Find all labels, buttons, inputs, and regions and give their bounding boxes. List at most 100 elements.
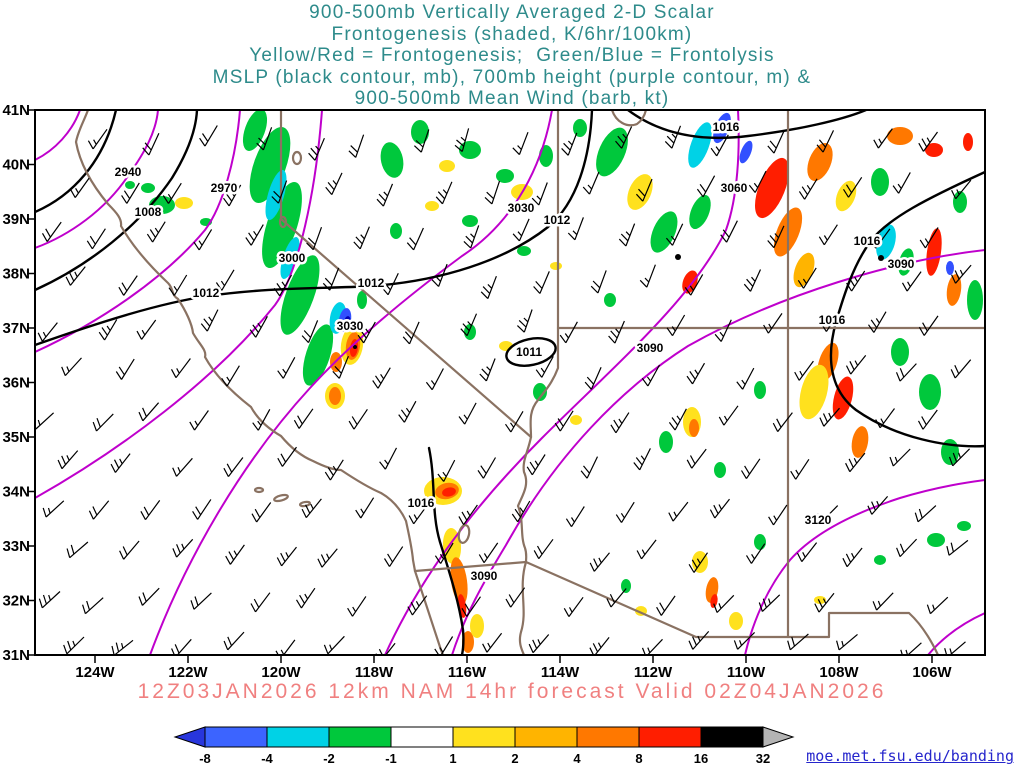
contour-label: 1012 [544, 213, 571, 227]
wind-barb [868, 311, 887, 333]
wind-barb [434, 542, 454, 564]
lat-label: 31N [2, 647, 30, 664]
wind-barb [86, 228, 106, 250]
colorbar-tick-label: -8 [199, 751, 211, 766]
wind-barb [332, 355, 349, 379]
wind-barb [193, 229, 213, 251]
wind-barb [567, 217, 584, 241]
wind-barb [221, 365, 240, 387]
contour-label: 3000 [279, 251, 306, 265]
wind-barb [398, 400, 417, 423]
wind-barb [615, 126, 633, 149]
wind-barb [276, 546, 297, 567]
wind-barb [951, 264, 972, 284]
lon-label: 120W [261, 664, 301, 681]
wind-barb [641, 364, 661, 387]
colorbar-tick-label: 16 [694, 751, 708, 766]
wind-barb [580, 456, 599, 479]
title-line-3: Yellow/Red = Frontogenesis; Green/Blue =… [249, 45, 775, 66]
colorbar-tick-label: -2 [323, 751, 335, 766]
wind-barb [535, 356, 554, 378]
wind-barb [37, 322, 58, 342]
wind-barb [511, 500, 531, 523]
wind-barb [413, 129, 430, 153]
wind-barb [317, 548, 338, 568]
wind-barb [189, 410, 209, 431]
lon-label: 124W [75, 664, 115, 681]
lon-label: 106W [912, 664, 952, 681]
wind-barb [814, 592, 835, 613]
contour-label: 1016 [854, 234, 881, 248]
wind-barb [656, 595, 676, 616]
wind-barb [170, 358, 191, 379]
wind-barb [463, 225, 480, 249]
lat-label: 34N [2, 484, 30, 501]
wind-barb [324, 459, 344, 481]
wind-barb [873, 128, 893, 149]
lon-label: 108W [819, 664, 859, 681]
wind-barb [688, 631, 710, 650]
wind-barb [505, 587, 526, 608]
wind-barb [714, 319, 732, 342]
wind-barb [836, 633, 858, 651]
wind-barb [772, 412, 793, 432]
wind-barb [584, 367, 602, 390]
colorbar-tick-label: -4 [261, 751, 273, 766]
wind-barb [787, 633, 809, 651]
wind-barbs-layer [35, 125, 972, 655]
wind-barb [225, 544, 245, 565]
wind-barb [458, 402, 477, 425]
contour-label: 3090 [471, 569, 498, 583]
wind-barb [454, 128, 470, 152]
wind-barb [199, 125, 218, 147]
wind-barb [348, 408, 368, 430]
wind-barb [818, 224, 838, 246]
wind-barb [696, 175, 716, 198]
wind-barb [554, 410, 574, 432]
banding-link[interactable]: moe.met.fsu.edu/banding [806, 747, 1014, 765]
wind-barb [917, 409, 938, 430]
wind-barb [867, 496, 889, 515]
wind-barb [65, 266, 86, 286]
lat-label: 33N [2, 538, 30, 555]
contour-label: 1011 [516, 345, 542, 359]
wind-barb [379, 447, 398, 470]
wind-barb [402, 321, 420, 345]
lat-label: 41N [2, 102, 30, 119]
wind-barb [121, 182, 140, 204]
wind-barb [119, 540, 140, 560]
wind-barb [668, 408, 687, 431]
wind-barb [919, 227, 939, 249]
colorbar-segment [266, 726, 330, 748]
wind-barb [250, 592, 271, 613]
wind-barb [82, 597, 104, 615]
contour-label: 3030 [337, 319, 364, 333]
title-line-1: 900-500mb Vertically Averaged 2-D Scalar [309, 2, 715, 23]
wind-barb [636, 539, 657, 560]
wind-barb [66, 541, 89, 559]
contour-label: 3030 [508, 201, 535, 215]
wind-barb [251, 502, 272, 523]
wind-barb [111, 639, 134, 655]
contour-label: 1008 [135, 205, 162, 219]
state-borders [74, 110, 985, 655]
lon-label: 118W [355, 664, 394, 681]
wind-barb [720, 220, 738, 243]
contour-label: 3090 [637, 341, 664, 355]
wind-barb [531, 182, 548, 206]
lat-label: 32N [2, 593, 30, 610]
wind-barb [353, 226, 370, 250]
wind-barb [484, 180, 501, 205]
contour-label: 1012 [358, 276, 385, 290]
wind-barb [308, 137, 325, 161]
wind-barb [41, 221, 62, 242]
wind-barb [57, 450, 79, 470]
wind-barb [768, 504, 788, 526]
wind-barb [478, 542, 499, 564]
wind-barb [816, 130, 835, 153]
lon-label: 114W [541, 664, 580, 681]
wind-barb [325, 172, 343, 195]
wind-barb [245, 224, 264, 246]
title-line-5: 900-500mb Mean Wind (barb, kt) [354, 88, 670, 109]
wind-barb [223, 184, 242, 207]
